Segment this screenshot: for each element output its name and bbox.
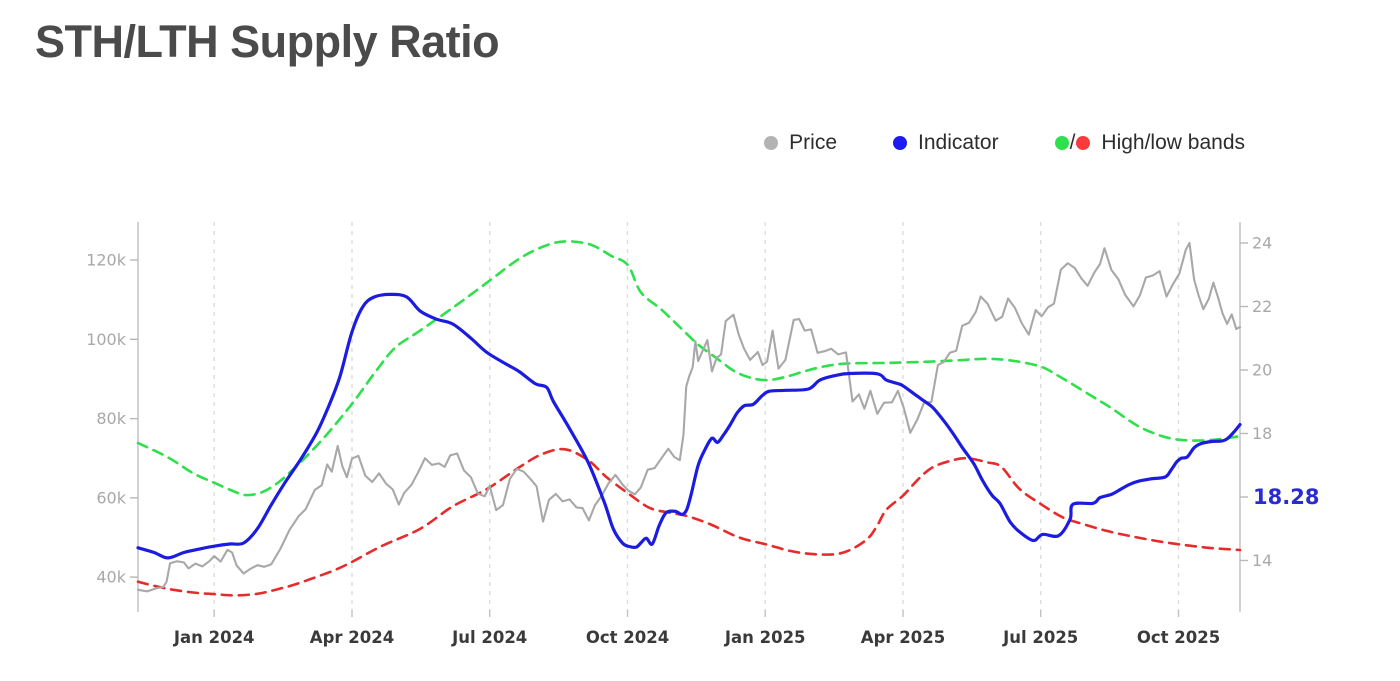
legend-item-indicator[interactable]: Indicator [893,131,999,155]
x-tick-label: Apr 2024 [310,628,394,647]
x-tick-label: Jan 2025 [724,628,806,647]
legend-label-indicator: Indicator [918,131,999,154]
x-tick-label: Jul 2025 [1002,628,1078,647]
low-band-line [136,447,1242,597]
x-tick-label: Jan 2024 [173,628,255,647]
x-tick-label: Oct 2024 [586,628,669,647]
price-swatch-icon [764,136,779,150]
legend-label-bands: High/low bands [1101,131,1245,154]
x-tick-label: Apr 2025 [861,628,945,647]
indicator-line [136,292,1242,560]
page-title: STH/LTH Supply Ratio [35,16,500,67]
swatch-separator: / [1069,131,1076,154]
right-tick-label: 14 [1252,551,1272,570]
price-line [136,241,1242,593]
right-tick-label: 22 [1252,297,1272,316]
indicator-last-value-badge: 18.28 [1250,483,1323,511]
legend-item-price[interactable]: Price [764,131,837,155]
x-tick-label: Jul 2024 [451,628,527,647]
legend-label-price: Price [789,131,838,154]
legend-item-bands[interactable]: / High/low bands [1054,131,1245,155]
right-tick-label: 18 [1252,424,1272,443]
indicator-swatch-icon [893,136,908,150]
left-tick-label: 60k [96,488,126,507]
right-tick-label: 24 [1252,234,1272,253]
chart-legend: Price Indicator / High/low bands [764,131,1245,155]
high-band-swatch-icon [1054,136,1069,150]
low-band-swatch-icon [1076,136,1091,150]
left-tick-label: 120k [86,251,127,270]
left-tick-label: 80k [96,409,126,428]
high-band-line [136,240,1242,497]
left-tick-label: 100k [86,330,127,349]
x-tick-label: Oct 2025 [1137,628,1220,647]
left-tick-label: 40k [96,568,126,587]
right-tick-label: 20 [1252,361,1272,380]
